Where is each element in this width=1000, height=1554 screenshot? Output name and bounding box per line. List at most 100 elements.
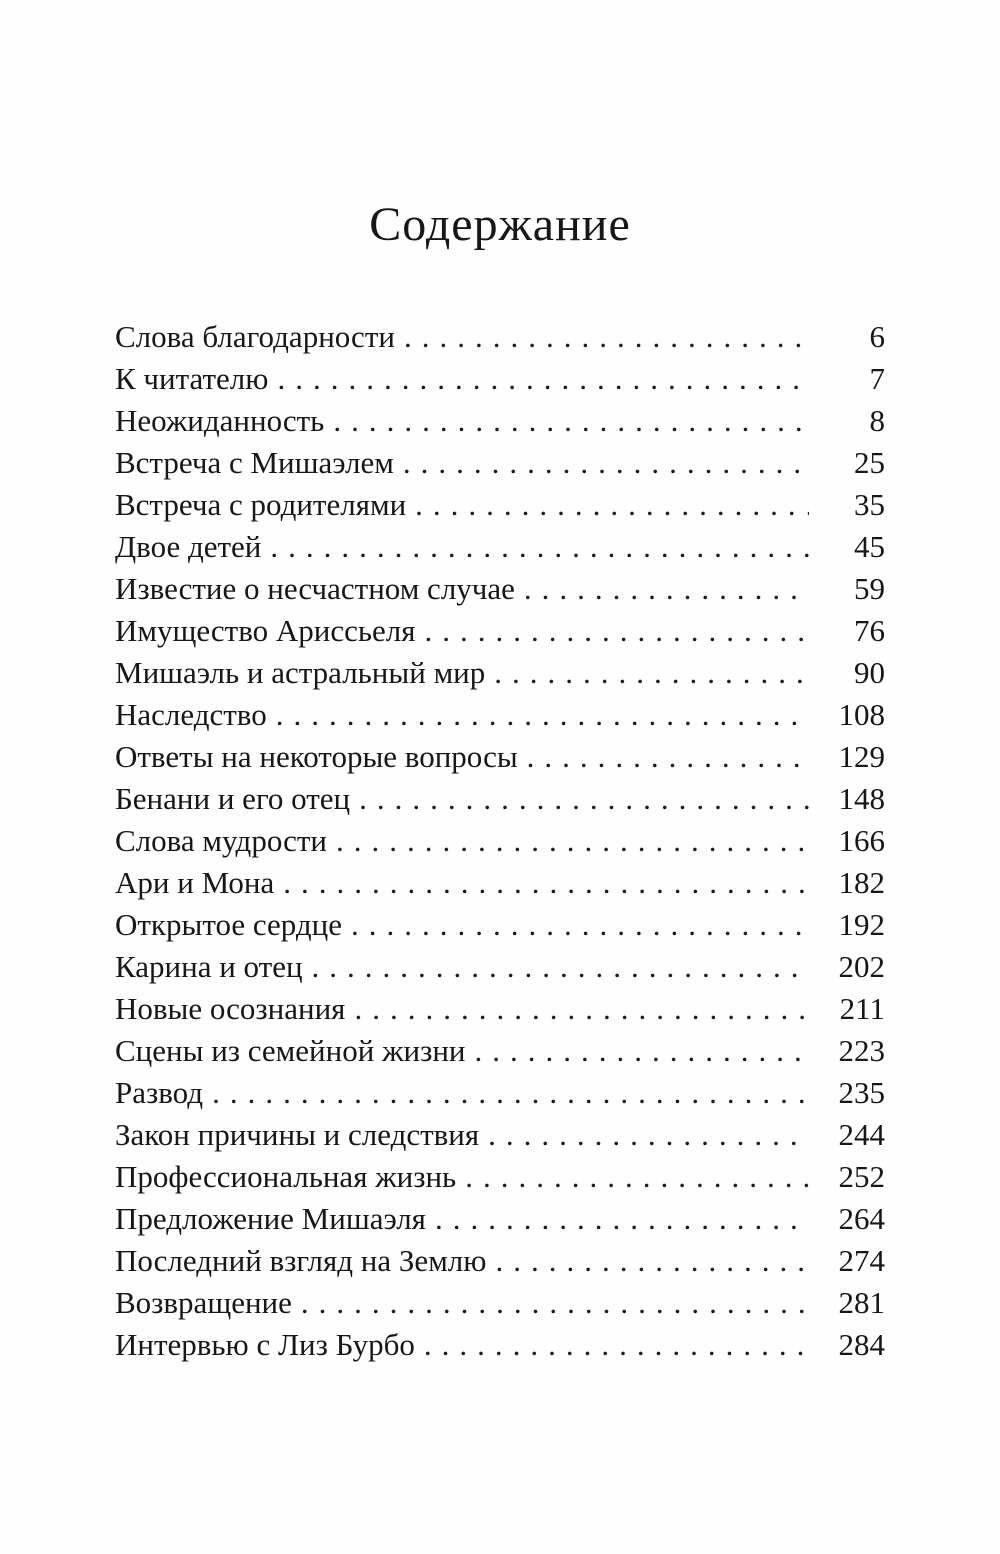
toc-entry: Двое детей 45	[115, 526, 885, 568]
toc-entry-page: 192	[838, 907, 886, 942]
toc-entry-title: Карина и отец	[115, 949, 303, 984]
dot-leader	[327, 820, 809, 862]
toc-entry: Встреча с Мишаэлем 25	[115, 442, 885, 484]
toc-entry-title: Закон причины и следствия	[115, 1117, 480, 1152]
dot-leader	[267, 694, 809, 736]
toc-entry-page: 281	[838, 1285, 886, 1320]
dot-leader	[518, 736, 809, 778]
dot-leader	[303, 946, 809, 988]
toc-entry-page: 7	[869, 361, 886, 396]
toc-entry: Встреча с родителями 35	[115, 484, 885, 526]
toc-entry: Сцены из семейной жизни 223	[115, 1030, 885, 1072]
toc-entry-title: Последний взгляд на Землю	[115, 1243, 487, 1278]
toc-entry: Ответы на некоторые вопросы 129	[115, 736, 885, 778]
toc-entry-title: Наследство	[115, 697, 267, 732]
toc-entry-page: 264	[838, 1201, 886, 1236]
toc-entry-page: 35	[854, 487, 885, 522]
toc-entry-title: Двое детей	[115, 529, 262, 564]
toc-entry-title: Слова благодарности	[115, 319, 395, 354]
dot-leader	[415, 1324, 809, 1366]
toc-entry-title: Ответы на некоторые вопросы	[115, 739, 518, 774]
dot-leader	[485, 652, 809, 694]
toc-entry-title: К читателю	[115, 361, 269, 396]
toc-entry-page: 274	[838, 1243, 886, 1278]
toc-entry: Бенани и его отец 148	[115, 778, 885, 820]
toc-entry-page: 182	[838, 865, 886, 900]
toc-entry-title: Новые осознания	[115, 991, 346, 1026]
toc-entry: Новые осознания 211	[115, 988, 885, 1030]
toc-entry-title: Сцены из семейной жизни	[115, 1033, 466, 1068]
toc-entry-title: Неожиданность	[115, 403, 325, 438]
toc-entry: Ари и Мона 182	[115, 862, 885, 904]
toc-entry: Профессиональная жизнь 252	[115, 1156, 885, 1198]
toc-entry-page: 223	[838, 1033, 886, 1068]
dot-leader	[479, 1114, 809, 1156]
toc-entry: Открытое сердце 192	[115, 904, 885, 946]
toc-entry-title: Имущество Ариссьеля	[115, 613, 416, 648]
toc-entry: Карина и отец 202	[115, 946, 885, 988]
toc-entry-page: 244	[838, 1117, 886, 1152]
toc-entry: Неожиданность 8	[115, 400, 885, 442]
toc-entry-page: 235	[838, 1075, 886, 1110]
toc-entry: Слова мудрости 166	[115, 820, 885, 862]
toc-entry-title: Встреча с Мишаэлем	[115, 445, 394, 480]
toc-entry-page: 211	[839, 991, 885, 1026]
toc-entry: Закон причины и следствия 244	[115, 1114, 885, 1156]
toc-entry: Возвращение 281	[115, 1282, 885, 1324]
toc-entry-title: Слова мудрости	[115, 823, 327, 858]
toc-list: Слова благодарности 6 К читателю 7 Неожи…	[0, 316, 1000, 1366]
toc-entry: Мишаэль и астральный мир 90	[115, 652, 885, 694]
toc-entry-page: 148	[838, 781, 886, 816]
dot-leader	[268, 358, 809, 400]
dot-leader	[395, 316, 809, 358]
dot-leader	[261, 526, 809, 568]
toc-entry-title: Ари и Мона	[115, 865, 275, 900]
toc-entry-title: Профессиональная жизнь	[115, 1159, 457, 1194]
toc-entry-title: Мишаэль и астральный мир	[115, 655, 486, 690]
toc-entry-page: 45	[854, 529, 885, 564]
toc-entry-page: 252	[838, 1159, 886, 1194]
toc-entry: Интервью с Лиз Бурбо 284	[115, 1324, 885, 1366]
dot-leader	[456, 1156, 809, 1198]
dot-leader	[406, 484, 809, 526]
dot-leader	[486, 1240, 809, 1282]
dot-leader	[416, 610, 809, 652]
dot-leader	[350, 778, 809, 820]
page-title: Содержание	[369, 198, 631, 251]
dot-leader	[426, 1198, 809, 1240]
dot-leader	[394, 442, 809, 484]
toc-entry-title: Возвращение	[115, 1285, 292, 1320]
toc-entry-page: 25	[854, 445, 885, 480]
dot-leader	[342, 904, 809, 946]
toc-entry-page: 108	[838, 697, 886, 732]
toc-entry-page: 166	[838, 823, 886, 858]
toc-entry-page: 8	[869, 403, 886, 438]
toc-entry-title: Встреча с родителями	[115, 487, 407, 522]
toc-entry: К читателю 7	[115, 358, 885, 400]
toc-entry-page: 76	[854, 613, 885, 648]
toc-entry-page: 129	[838, 739, 886, 774]
toc-entry: Последний взгляд на Землю 274	[115, 1240, 885, 1282]
dot-leader	[466, 1030, 809, 1072]
toc-entry-title: Развод	[115, 1075, 204, 1110]
toc-entry: Предложение Мишаэля 264	[115, 1198, 885, 1240]
dot-leader	[292, 1282, 809, 1324]
toc-entry-page: 59	[854, 571, 885, 606]
toc-entry: Слова благодарности 6	[115, 316, 885, 358]
toc-entry-title: Предложение Мишаэля	[115, 1201, 426, 1236]
toc-entry: Наследство 108	[115, 694, 885, 736]
dot-leader	[274, 862, 809, 904]
dot-leader	[324, 400, 809, 442]
toc-entry-page: 284	[838, 1327, 886, 1362]
toc-entry-page: 202	[838, 949, 886, 984]
toc-entry-title: Бенани и его отец	[115, 781, 351, 816]
toc-entry: Развод 235	[115, 1072, 885, 1114]
toc-entry: Известие о несчастном случае 59	[115, 568, 885, 610]
toc-entry-title: Известие о несчастном случае	[115, 571, 515, 606]
toc-entry: Имущество Ариссьеля 76	[115, 610, 885, 652]
dot-leader	[345, 988, 809, 1030]
toc-entry-title: Интервью с Лиз Бурбо	[115, 1327, 415, 1362]
dot-leader	[515, 568, 809, 610]
toc-entry-title: Открытое сердце	[115, 907, 342, 942]
